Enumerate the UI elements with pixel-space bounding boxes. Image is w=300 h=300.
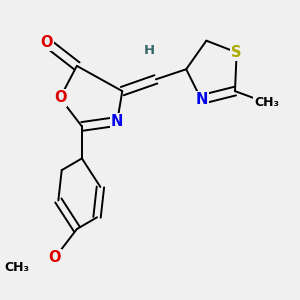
Text: O: O	[54, 90, 66, 105]
Text: O: O	[40, 35, 53, 50]
Text: S: S	[231, 45, 242, 60]
Text: H: H	[144, 44, 155, 57]
Text: N: N	[111, 114, 123, 129]
Text: CH₃: CH₃	[254, 96, 279, 110]
Text: CH₃: CH₃	[5, 261, 30, 274]
Text: N: N	[195, 92, 208, 107]
Text: O: O	[49, 250, 61, 265]
